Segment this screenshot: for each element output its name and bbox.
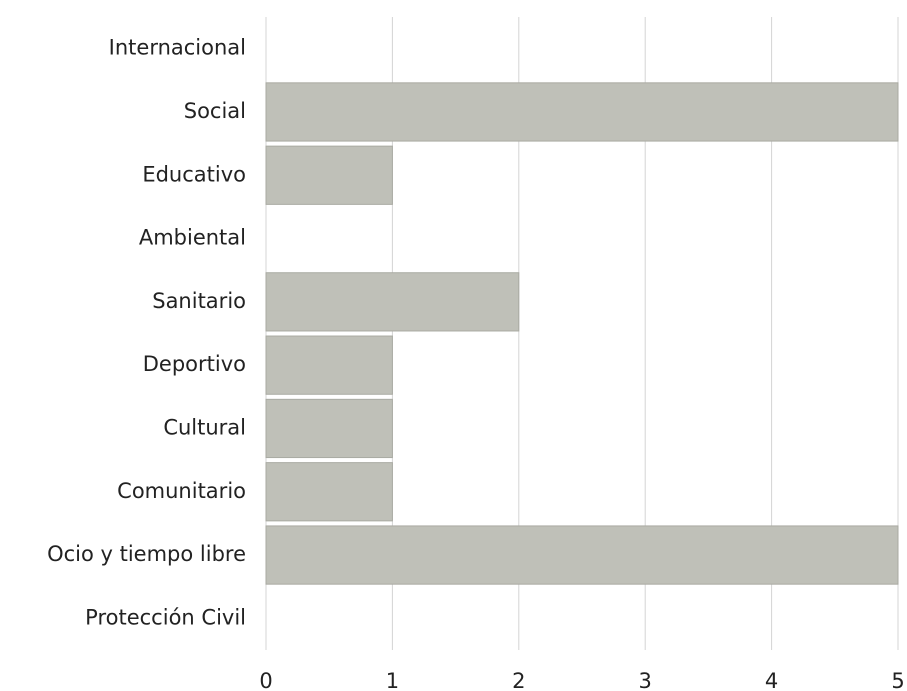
bar — [265, 272, 520, 332]
y-tick-label: Deportivo — [143, 352, 246, 376]
bar — [265, 462, 393, 522]
y-tick-label: Internacional — [109, 36, 246, 60]
bar — [265, 82, 899, 142]
y-tick-label: Cultural — [163, 415, 246, 439]
y-tick-label: Protección Civil — [85, 605, 246, 629]
y-tick-label: Ambiental — [139, 226, 246, 250]
y-tick-label: Educativo — [142, 162, 246, 186]
bar — [265, 525, 899, 585]
y-tick-label: Sanitario — [152, 289, 246, 313]
x-tick-label: 3 — [639, 669, 652, 691]
x-tick-label: 2 — [512, 669, 525, 691]
bar — [265, 335, 393, 395]
bar — [265, 398, 393, 459]
y-tick-label: Comunitario — [117, 479, 246, 503]
y-tick-label: Social — [184, 99, 246, 123]
y-tick-label: Ocio y tiempo libre — [47, 542, 246, 566]
x-tick-label: 1 — [386, 669, 399, 691]
x-tick-label: 4 — [765, 669, 778, 691]
bar — [265, 145, 393, 205]
x-tick-label: 5 — [891, 669, 904, 691]
x-tick-label: 0 — [259, 669, 272, 691]
